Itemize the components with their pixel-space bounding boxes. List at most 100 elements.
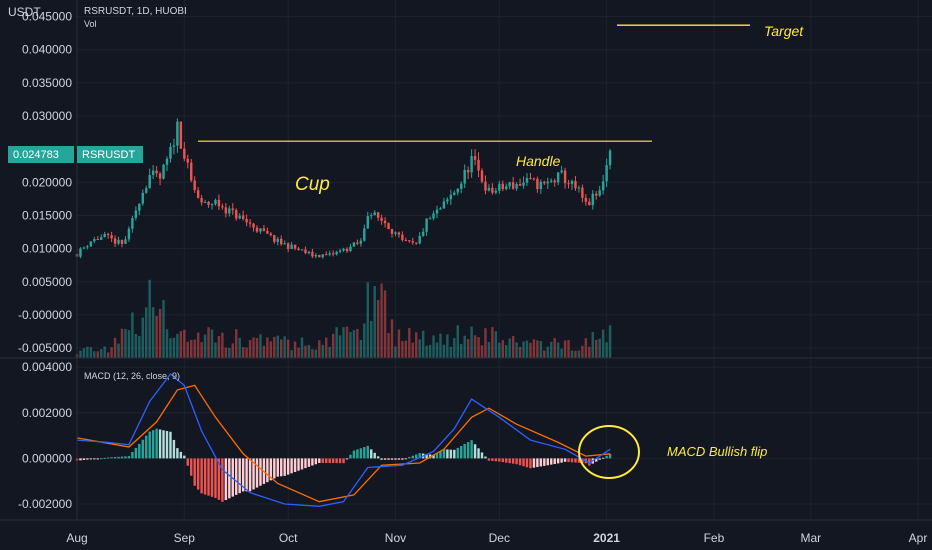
macd-hist-bar: [321, 458, 324, 463]
macd-hist-bar: [183, 455, 186, 459]
macd-hist-bar: [501, 458, 504, 463]
candle-body: [269, 233, 273, 236]
candle-body: [255, 227, 259, 232]
candle-body: [286, 243, 290, 249]
macd-hist-bar: [363, 447, 366, 459]
macd-hist-bar: [345, 458, 349, 460]
volume-bar: [356, 328, 359, 358]
candle-body: [190, 162, 193, 181]
macd-hist-bar: [411, 455, 414, 459]
symbol-title[interactable]: RSRUSDT, 1D, HUOBI: [84, 6, 187, 17]
macd-hist-bar: [463, 444, 466, 459]
volume-bar: [158, 308, 162, 358]
candle-body: [522, 182, 525, 186]
macd-hist-bar: [120, 456, 124, 459]
price-tick-label: 0.045000: [22, 10, 72, 24]
volume-bar: [501, 340, 504, 358]
volume-bar: [598, 338, 601, 358]
candle-body: [349, 246, 352, 252]
candle-body: [86, 246, 89, 248]
macd-hist-bar: [138, 443, 141, 459]
candle-body: [563, 170, 567, 184]
volume-bar: [522, 341, 525, 358]
candle-body: [487, 187, 491, 191]
macd-hist-bar: [505, 458, 508, 463]
candle-body: [318, 254, 321, 258]
macd-hist-bar: [380, 458, 383, 460]
candle-body: [151, 170, 155, 176]
volume-bar: [366, 282, 369, 358]
candle-body: [155, 170, 158, 174]
handle-annotation: Handle: [516, 153, 561, 169]
macd-hist-bar: [335, 458, 338, 464]
candle-body: [89, 241, 93, 247]
vol-label[interactable]: Vol: [84, 19, 97, 29]
candle-body: [297, 248, 300, 250]
candle-body: [543, 181, 546, 184]
volume-bar: [231, 343, 234, 358]
candle-body: [103, 233, 106, 238]
candle-body: [473, 156, 477, 160]
time-tick-label: Mar: [801, 531, 822, 545]
volume-bar: [266, 337, 269, 358]
candle-body: [113, 238, 117, 244]
macd-hist-bar: [577, 458, 581, 463]
volume-bar: [505, 345, 508, 358]
volume-bar: [241, 347, 245, 358]
candle-body: [366, 216, 369, 229]
candle-body: [591, 193, 594, 206]
volume-bar: [193, 339, 196, 358]
time-tick-label: Aug: [66, 531, 87, 545]
candle-body: [106, 233, 110, 236]
macd-hist-bar: [449, 449, 453, 459]
macd-hist-bar: [494, 458, 498, 462]
macd-hist-bar: [439, 451, 442, 459]
macd-hist-bar: [453, 449, 456, 459]
volume-bar: [120, 328, 124, 358]
volume-bar: [553, 337, 556, 358]
volume-bar: [245, 347, 248, 358]
macd-hist-bar: [563, 458, 567, 462]
candle-body: [203, 201, 207, 203]
volume-bar: [321, 344, 324, 358]
candle-body: [508, 182, 511, 187]
macd-hist-bar: [446, 449, 449, 459]
candle-body: [532, 178, 536, 180]
volume-bar: [556, 342, 560, 358]
candle-body: [276, 238, 279, 242]
macd-axis[interactable]: 0.004000 0.002000 0.000000 -0.002000: [18, 360, 72, 511]
candle-body: [449, 194, 453, 200]
price-tick-label: -0.005000: [18, 341, 72, 355]
macd-hist-bar: [145, 435, 148, 459]
candle-body: [356, 242, 359, 244]
volume-bar: [421, 330, 425, 358]
candle-body: [210, 204, 214, 206]
volume-bar: [293, 341, 297, 358]
volume-bar: [473, 335, 477, 358]
time-axis[interactable]: Aug Sep Oct Nov Dec 2021 Feb Mar Apr: [66, 531, 927, 545]
volume-bar: [425, 345, 428, 358]
macd-legend[interactable]: MACD (12, 26, close, 9): [84, 371, 180, 381]
macd-hist-bar: [106, 457, 110, 459]
macd-tick-label: 0.002000: [22, 406, 72, 420]
volume-bar: [311, 349, 314, 358]
candle-body: [567, 183, 570, 185]
candle-body: [248, 222, 252, 224]
candle-body: [529, 178, 532, 180]
volume-bar: [172, 337, 176, 358]
macd-flip-circle[interactable]: [578, 425, 640, 479]
price-axis[interactable]: 0.045000 0.040000 0.035000 0.030000 0.020000…: [18, 10, 72, 355]
volume-bar: [376, 299, 380, 358]
macd-hist-bar: [553, 458, 556, 465]
volume-bar: [314, 349, 318, 358]
macd-hist-bar: [401, 458, 404, 460]
volume-bar: [397, 329, 401, 358]
macd-hist-bar: [82, 458, 86, 460]
candle-body: [221, 206, 224, 208]
volume-bar: [466, 339, 470, 358]
macd-hist-bar: [210, 458, 214, 497]
candle-body: [453, 192, 456, 195]
time-tick-label: Oct: [279, 531, 298, 545]
macd-hist-bar: [162, 430, 165, 459]
